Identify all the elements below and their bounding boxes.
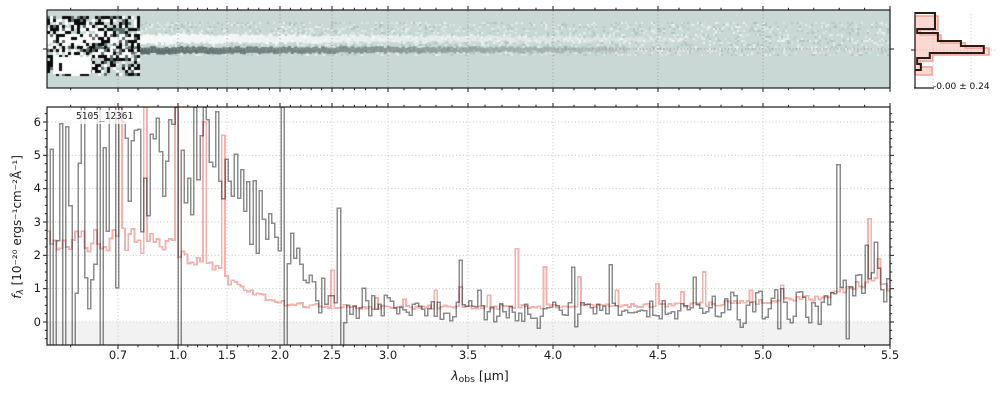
spectrum-2d-overlay	[43, 6, 894, 92]
x-tick-label: 3.5	[458, 348, 478, 362]
x-axis-subscript: obs	[458, 373, 475, 385]
source-id-label: 5105_12361	[71, 110, 139, 124]
x-tick-label: 2.5	[322, 348, 342, 362]
y-tick-label: 2	[33, 247, 41, 262]
x-tick-label: 1.5	[217, 348, 237, 362]
residual-histogram-panel	[911, 12, 996, 89]
y-tick-label: 3	[33, 214, 41, 229]
spectrum-1d-plot	[43, 103, 894, 349]
y-axis-unit: [10⁻²⁰ ergs⁻¹cm⁻²Å⁻¹]	[10, 155, 25, 290]
y-tick-label: 0	[33, 314, 41, 329]
y-axis-symbol: f	[10, 294, 25, 299]
zero-flux-band	[47, 322, 890, 345]
residual-histogram-data	[915, 12, 985, 71]
x-tick-label: 5.5	[880, 348, 900, 362]
x-tick-label: 5.0	[753, 348, 773, 362]
y-tick-label: 5	[33, 147, 41, 162]
x-tick-label: 1.0	[168, 348, 188, 362]
y-axis-subscript: λ	[15, 289, 26, 295]
x-axis-unit: [μm]	[474, 368, 509, 383]
y-tick-label: 4	[33, 181, 41, 196]
x-tick-label: 3.0	[378, 348, 398, 362]
x-tick-label: 2.0	[270, 348, 290, 362]
x-axis-symbol: λ	[451, 368, 459, 383]
x-tick-label: 4.5	[648, 348, 668, 362]
y-tick-label: 6	[33, 114, 41, 129]
x-axis-label: λobs [μm]	[400, 368, 560, 385]
y-axis-label: fλ [10⁻²⁰ ergs⁻¹cm⁻²Å⁻¹]	[10, 105, 26, 349]
histogram-stat-label: -0.00 ± 0.24	[933, 82, 990, 92]
x-tick-label: 4.0	[543, 348, 563, 362]
y-tick-label: 1	[33, 281, 41, 296]
x-tick-label: 0.7	[108, 348, 128, 362]
flux-step-line	[47, 107, 890, 345]
